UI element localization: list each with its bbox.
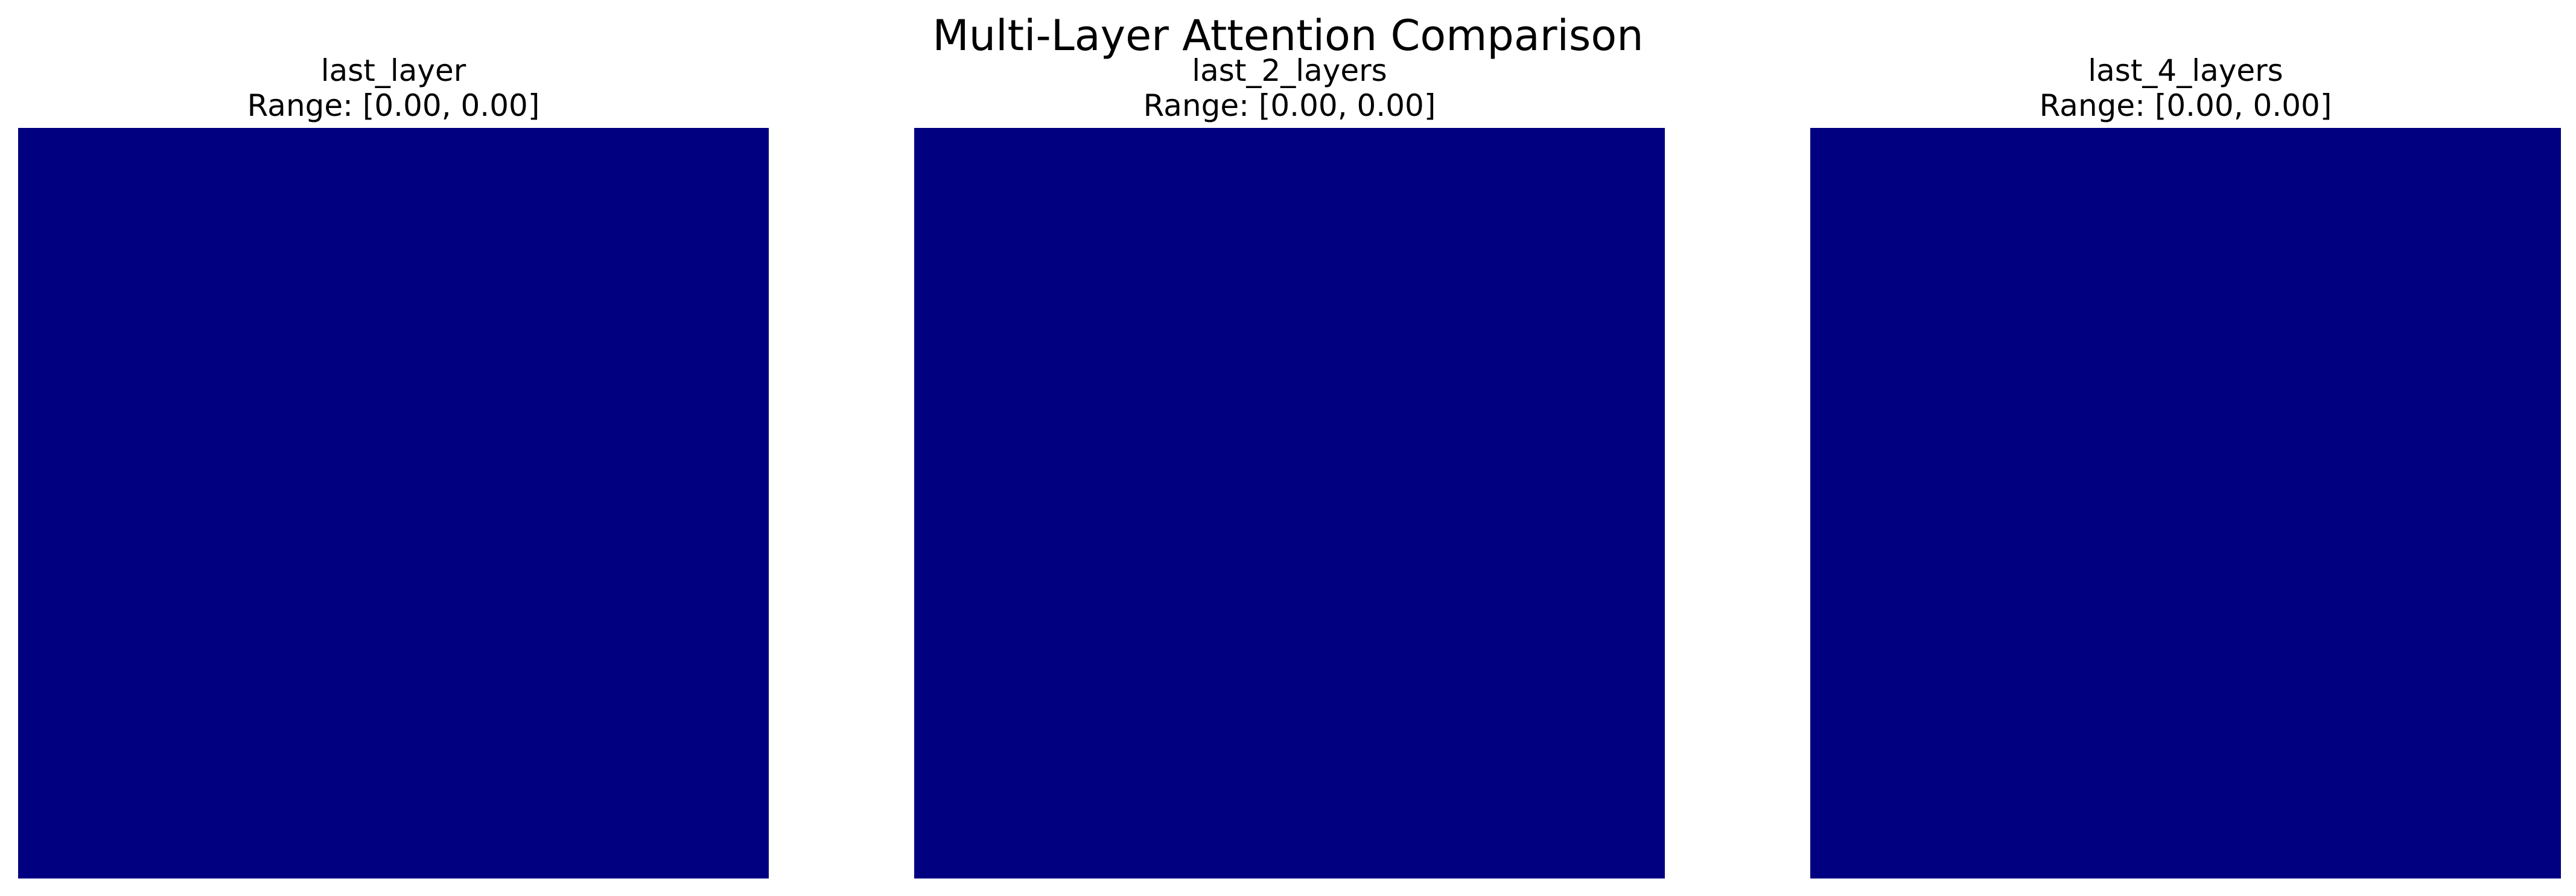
heatmap-cell	[18, 128, 769, 879]
heatmap-last-2-layers	[914, 128, 1665, 879]
heatmap-last-4-layers	[1810, 128, 2561, 879]
heatmap-last-layer	[18, 128, 769, 879]
panel-range-text: Range: [0.00, 0.00]	[2039, 88, 2332, 123]
panel-title: last_layer Range: [0.00, 0.00]	[0, 53, 829, 123]
panel-last-layer: last_layer Range: [0.00, 0.00]	[18, 53, 769, 879]
panel-range-text: Range: [0.00, 0.00]	[247, 88, 540, 123]
panel-range-text: Range: [0.00, 0.00]	[1143, 88, 1436, 123]
panel-last-4-layers: last_4_layers Range: [0.00, 0.00]	[1810, 53, 2561, 879]
panel-title: last_4_layers Range: [0.00, 0.00]	[1750, 53, 2576, 123]
heatmap-cell	[1810, 128, 2561, 879]
panel-title: last_2_layers Range: [0.00, 0.00]	[854, 53, 1725, 123]
figure-title: Multi-Layer Attention Comparison	[932, 11, 1644, 60]
panel-title-text: last_layer	[320, 53, 466, 88]
panel-title-text: last_2_layers	[1192, 53, 1387, 88]
panel-title-text: last_4_layers	[2088, 53, 2283, 88]
panel-last-2-layers: last_2_layers Range: [0.00, 0.00]	[914, 53, 1665, 879]
heatmap-cell	[914, 128, 1665, 879]
